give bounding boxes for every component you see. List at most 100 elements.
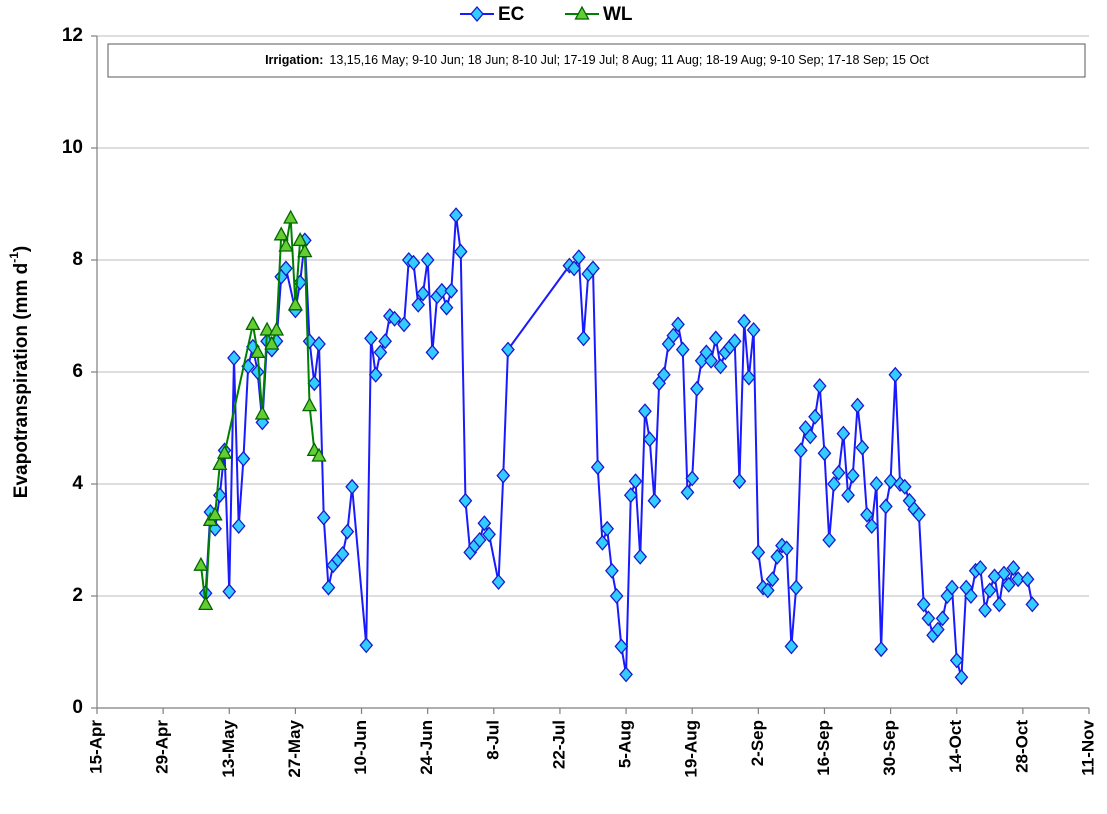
x-tick-label: 29-Apr (153, 720, 172, 774)
data-point (675, 341, 690, 358)
data-point (973, 560, 988, 576)
data-point (595, 534, 610, 551)
data-point (198, 596, 214, 611)
data-point (420, 252, 435, 268)
annotation-text: 13,15,16 May; 9-10 Jun; 18 Jun; 8-10 Jul… (329, 53, 929, 67)
annotation-box (107, 43, 1086, 78)
data-point (259, 321, 275, 336)
data-point (978, 602, 992, 618)
data-point (666, 327, 681, 344)
data-point (605, 562, 619, 579)
y-axis-label: Evapotranspiration (mm d-1) (7, 246, 32, 498)
data-point (364, 330, 378, 347)
x-tick-label: 15-Apr (86, 720, 105, 774)
data-point (855, 439, 870, 456)
data-point (614, 638, 629, 655)
data-point (845, 467, 860, 484)
y-tick-label: 6 (72, 361, 83, 382)
annotation: Irrigation: 13,15,16 May; 9-10 Jun; 18 Ju… (265, 53, 929, 67)
data-point (227, 350, 241, 366)
data-point (987, 568, 1002, 585)
data-point (212, 487, 227, 504)
data-point (345, 478, 359, 495)
data-point (746, 322, 761, 338)
data-point (1011, 571, 1025, 588)
data-point (850, 397, 865, 414)
data-point (425, 344, 440, 361)
x-tick-label: 16-Sep (814, 720, 833, 776)
data-point (817, 445, 832, 462)
data-point (416, 285, 430, 302)
data-point (311, 447, 327, 462)
data-point (301, 397, 318, 412)
data-point (860, 506, 874, 523)
data-point (307, 375, 322, 392)
data-point (273, 226, 289, 241)
data-point (208, 520, 222, 537)
data-point (193, 556, 209, 571)
data-point (231, 518, 246, 534)
data-point (964, 588, 978, 604)
data-point (567, 260, 581, 277)
data-point (713, 358, 728, 375)
data-point (397, 316, 411, 333)
data-point (869, 476, 884, 492)
y-tick-label: 8 (72, 249, 83, 270)
data-point (250, 364, 265, 380)
x-tick-label: 5-Aug (616, 720, 635, 768)
data-point (997, 565, 1011, 582)
legend-label: WL (603, 4, 633, 25)
data-point (770, 548, 785, 565)
y-label-sup: -1 (7, 252, 21, 263)
data-point (216, 444, 233, 459)
data-point (477, 515, 492, 532)
data-point (268, 321, 285, 336)
data-point (647, 492, 662, 509)
data-point (1025, 596, 1040, 613)
data-point (935, 610, 950, 627)
data-point (302, 333, 317, 350)
data-point (628, 473, 643, 490)
data-point (287, 296, 303, 311)
data-point (657, 366, 671, 383)
data-point (609, 588, 624, 604)
y-label-main: Evapotranspiration (mm d (11, 263, 32, 498)
data-point (742, 369, 756, 386)
data-point (737, 313, 752, 330)
data-point (406, 254, 421, 271)
data-point (250, 344, 266, 359)
x-tick-label: 13-May (219, 719, 238, 777)
data-point (236, 450, 251, 467)
data-point (278, 237, 294, 252)
data-point (690, 380, 704, 397)
y-tick-label: 2 (72, 585, 83, 606)
data-point (638, 403, 652, 420)
data-point (732, 473, 747, 490)
data-point (808, 408, 822, 425)
data-point (916, 596, 931, 613)
data-point (387, 310, 402, 327)
x-tick-label: 24-Jun (417, 720, 436, 775)
data-point (212, 456, 228, 471)
y-tick-label: 4 (72, 473, 83, 494)
x-tick-label: 10-Jun (351, 720, 370, 775)
data-point (496, 467, 511, 484)
data-point (912, 506, 926, 523)
data-point (982, 582, 997, 599)
data-point (812, 378, 827, 394)
data-point (864, 518, 879, 534)
y-tick-label: 0 (72, 697, 83, 718)
data-point (368, 366, 383, 383)
data-point (254, 405, 270, 420)
legend-label: EC (498, 4, 525, 25)
data-point (921, 610, 936, 627)
data-point (359, 637, 374, 654)
data-point (704, 352, 718, 369)
data-point (1006, 560, 1021, 576)
x-tick-label: 27-May (285, 719, 304, 777)
data-point (680, 484, 695, 501)
data-point (642, 431, 657, 448)
data-point (316, 509, 331, 526)
data-point (888, 366, 903, 383)
data-point (264, 335, 280, 350)
